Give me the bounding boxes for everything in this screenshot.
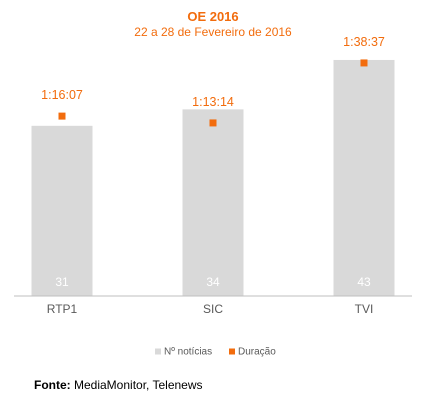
legend-swatch-noticias (155, 348, 161, 355)
bar-value-label: 31 (55, 275, 69, 289)
legend: Nº notícias Duração (155, 347, 276, 358)
legend-label-noticias: Nº notícias (164, 347, 212, 358)
bar-tvi (333, 59, 395, 297)
duration-marker (58, 112, 66, 120)
bar-sic (182, 109, 244, 297)
legend-swatch-duracao (229, 348, 235, 355)
x-tick-label: TVI (355, 302, 374, 316)
bar-value-label: 43 (357, 275, 371, 289)
plot-area: 31 1:16:07 RTP1 34 1:13:14 SIC 43 1:38:37 TVI (31, 35, 395, 316)
duration-marker (360, 59, 368, 67)
duration-label: 1:13:14 (192, 95, 234, 109)
legend-label-duracao: Duração (238, 347, 276, 358)
bar-value-label: 34 (206, 275, 220, 289)
x-tick-label: RTP1 (47, 302, 78, 316)
duration-label: 1:38:37 (343, 35, 385, 49)
source-note: Fonte: MediaMonitor, Telenews (34, 378, 203, 392)
bar-rtp1 (31, 125, 93, 296)
duration-label: 1:16:07 (41, 88, 83, 102)
duration-marker (209, 119, 217, 127)
x-tick-label: SIC (203, 302, 223, 316)
chart-subtitle: 22 a 28 de Fevereiro de 2016 (134, 25, 292, 39)
source-text: MediaMonitor, Telenews (74, 378, 203, 392)
chart-title: OE 2016 (187, 9, 238, 24)
source-label: Fonte: (34, 378, 71, 392)
